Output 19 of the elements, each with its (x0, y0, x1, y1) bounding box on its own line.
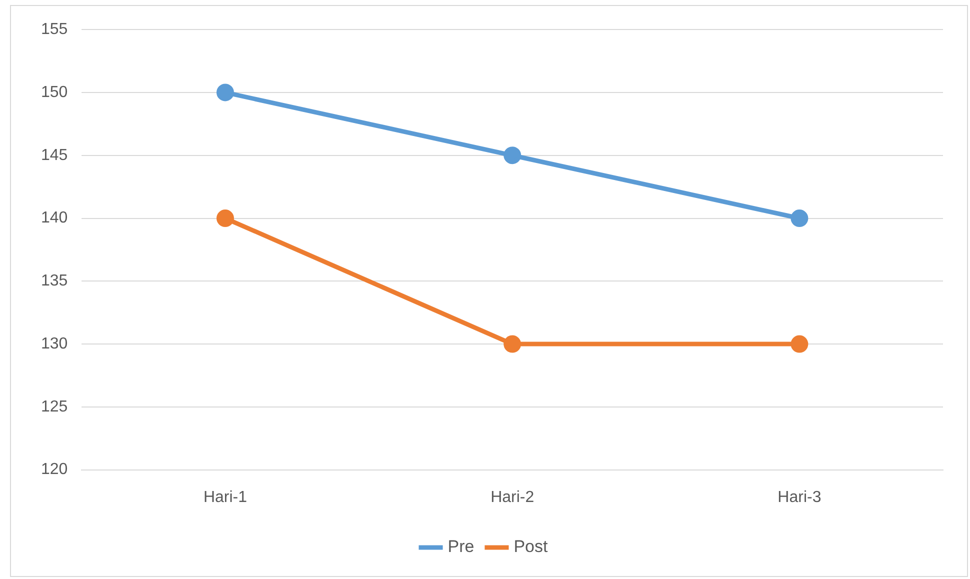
point (216, 84, 234, 102)
point (504, 335, 522, 353)
y-tick-label: 125 (40, 398, 68, 416)
x-tick-label: Hari-2 (490, 488, 534, 506)
x-tick-label: Hari-3 (778, 488, 822, 506)
point (790, 335, 808, 353)
y-tick-label: 135 (40, 272, 68, 290)
y-tick-label: 155 (40, 21, 68, 38)
legend-label: Post (514, 537, 548, 556)
y-tick-label: 120 (40, 461, 68, 478)
y-tick-label: 140 (40, 210, 68, 227)
point (790, 210, 808, 228)
y-tick-label: 145 (40, 146, 68, 164)
x-tick-label: Hari-1 (203, 488, 248, 506)
y-tick-label: 150 (40, 84, 68, 101)
y-tick-label: 130 (40, 335, 68, 352)
point (504, 146, 522, 164)
legend-label: Pre (448, 537, 474, 556)
point (216, 210, 234, 228)
